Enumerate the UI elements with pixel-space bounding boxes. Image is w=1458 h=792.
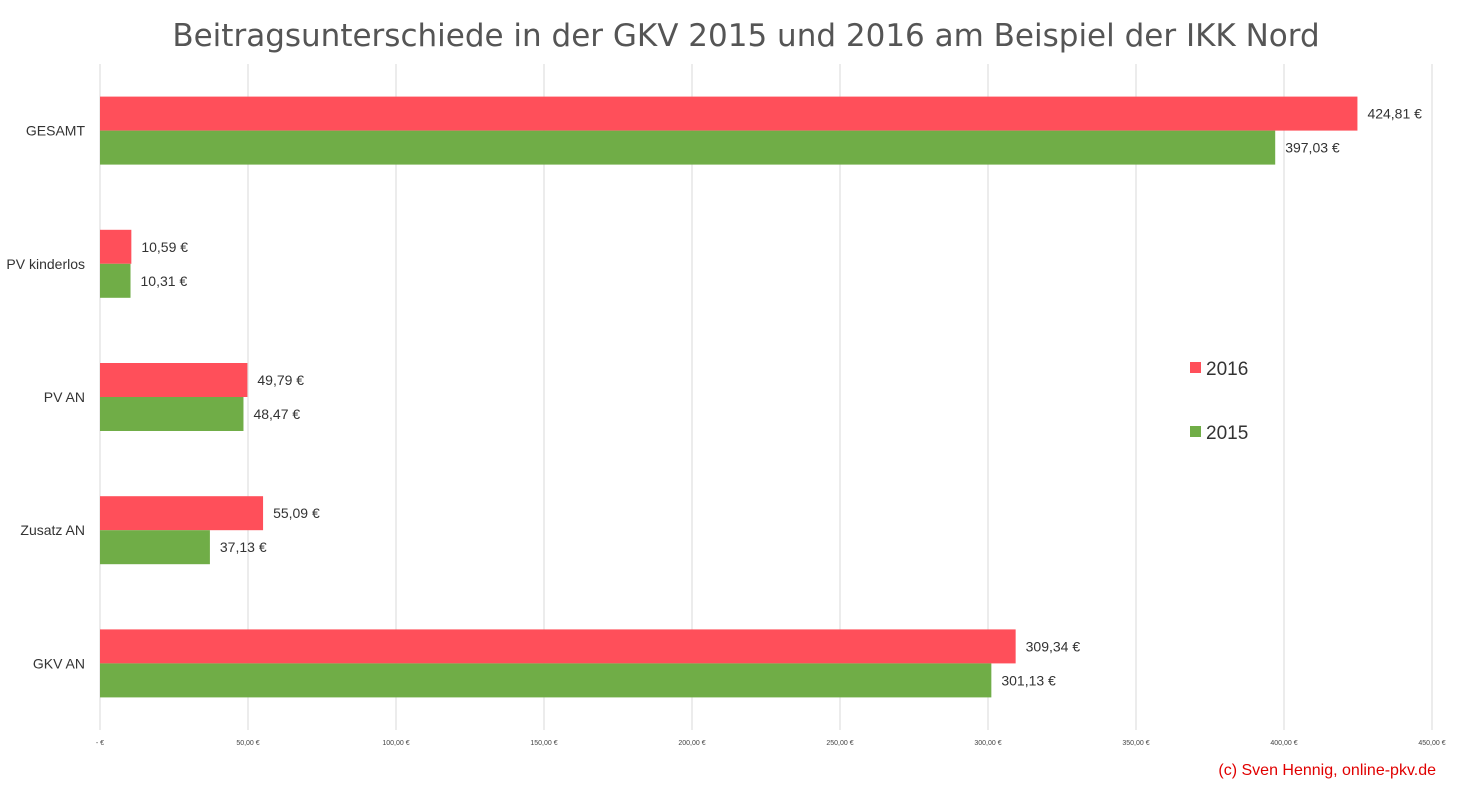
bar-2016 xyxy=(100,96,1358,131)
category-label: GESAMT xyxy=(26,123,86,139)
x-tick-label: 300,00 € xyxy=(974,740,1001,747)
category-label: Zusatz AN xyxy=(20,522,85,538)
bar-2015 xyxy=(100,397,244,431)
data-label: 10,31 € xyxy=(141,273,188,289)
data-label: 48,47 € xyxy=(253,406,300,422)
gridlines xyxy=(99,64,1433,730)
legend-label: 2016 xyxy=(1206,359,1248,380)
x-tick-label: 450,00 € xyxy=(1418,740,1445,747)
bar-2015 xyxy=(100,530,210,565)
value-labels: 424,81 € 397,03 € 10,59 € 10,31 € 49,79 € 48,… xyxy=(141,106,1423,689)
data-label: 37,13 € xyxy=(220,539,267,555)
category-labels: GESAMT PV kinderlos PV AN Zusatz AN GKV AN xyxy=(6,123,85,672)
legend: 2016 2015 xyxy=(1190,359,1248,444)
category-label: PV AN xyxy=(44,389,85,405)
x-tick-label: 400,00 € xyxy=(1270,740,1297,747)
legend-label: 2015 xyxy=(1206,423,1248,444)
bar-2016 xyxy=(100,229,132,264)
data-label: 397,03 € xyxy=(1285,140,1340,156)
bar-2015 xyxy=(100,130,1276,165)
chart-title: Beitragsunterschiede in der GKV 2015 und… xyxy=(172,18,1319,54)
data-label: 10,59 € xyxy=(141,239,188,255)
data-label: 55,09 € xyxy=(273,505,320,521)
x-tick-label: 200,00 € xyxy=(678,740,705,747)
category-label: GKV AN xyxy=(33,655,85,671)
credit-text: (c) Sven Hennig, online-pkv.de xyxy=(1218,762,1436,779)
category-label: PV kinderlos xyxy=(6,256,85,272)
x-tick-label: 100,00 € xyxy=(382,740,409,747)
data-label: 309,34 € xyxy=(1026,638,1081,654)
bar-2015 xyxy=(100,263,131,298)
bar-2016 xyxy=(100,629,1016,664)
x-tick-label: 250,00 € xyxy=(826,740,853,747)
x-axis-tick-labels: - € 50,00 € 100,00 € 150,00 € 200,00 € 250,00… xyxy=(96,740,1446,747)
data-label: 424,81 € xyxy=(1367,106,1422,122)
data-label: 49,79 € xyxy=(257,372,304,388)
x-tick-label: 150,00 € xyxy=(530,740,557,747)
bar-2015 xyxy=(100,663,992,698)
legend-swatch xyxy=(1190,362,1201,373)
x-tick-label: - € xyxy=(96,740,104,747)
legend-swatch xyxy=(1190,426,1201,437)
x-tick-label: 350,00 € xyxy=(1122,740,1149,747)
bar-2016 xyxy=(100,363,248,397)
data-label: 301,13 € xyxy=(1001,672,1056,688)
bars xyxy=(100,96,1358,698)
x-tick-label: 50,00 € xyxy=(236,740,259,747)
bar-2016 xyxy=(100,496,264,531)
